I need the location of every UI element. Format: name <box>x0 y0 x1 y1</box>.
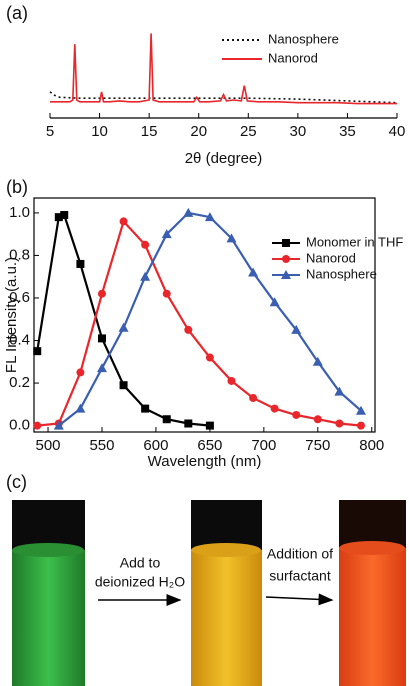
marker <box>96 363 107 373</box>
series-line <box>36 213 211 427</box>
step-text: surfactant <box>269 568 331 584</box>
x-tick-label: 800 <box>359 437 384 454</box>
marker <box>204 212 215 222</box>
marker <box>355 405 366 415</box>
x-tick-label: 40 <box>389 123 406 140</box>
y-tick-label: 1.0 <box>9 204 30 221</box>
marker <box>53 420 64 430</box>
marker <box>291 324 302 334</box>
marker <box>76 368 85 377</box>
marker <box>226 233 237 243</box>
marker <box>141 240 150 249</box>
y-axis-label: FL Intensity (a.u.) <box>3 257 20 373</box>
marker <box>184 325 193 334</box>
marker <box>118 322 129 332</box>
step-text: deionized H₂O <box>95 574 185 590</box>
x-axis-label: 2θ (degree) <box>185 150 263 167</box>
marker <box>141 404 150 413</box>
x-tick-label: 10 <box>91 123 108 140</box>
legend-label: Monomer in THF <box>306 234 403 249</box>
x-tick-label: 35 <box>339 123 356 140</box>
marker <box>119 381 128 390</box>
marker <box>60 211 69 220</box>
legend-label: Nanosphere <box>306 266 377 281</box>
marker <box>33 421 42 430</box>
marker <box>227 376 236 385</box>
y-tick-label: 0.0 <box>9 417 30 434</box>
marker <box>97 334 106 343</box>
x-tick-label: 5 <box>46 123 54 140</box>
marker <box>205 421 214 430</box>
series-line <box>37 219 362 427</box>
marker <box>76 259 85 268</box>
x-tick-label: 30 <box>290 123 307 140</box>
marker <box>281 270 291 279</box>
step-text: Addition of <box>267 546 333 562</box>
panel-label: (b) <box>6 177 28 197</box>
legend-label: Nanosphere <box>268 31 339 46</box>
marker <box>292 410 301 419</box>
marker <box>33 347 42 356</box>
x-tick-label: 25 <box>240 123 257 140</box>
panel-label: (c) <box>6 472 27 492</box>
y-tick-label: 0.6 <box>9 289 30 306</box>
marker <box>162 289 171 298</box>
marker <box>184 419 193 428</box>
marker <box>334 386 345 396</box>
marker <box>54 213 63 222</box>
series-line <box>50 33 397 105</box>
marker <box>97 289 106 298</box>
legend-label: Nanorod <box>306 250 356 265</box>
x-tick-label: 600 <box>143 437 168 454</box>
marker <box>75 403 86 413</box>
marker <box>183 207 194 217</box>
marker <box>119 217 128 226</box>
x-tick-label: 550 <box>89 437 114 454</box>
marker <box>282 239 290 247</box>
x-tick-label: 500 <box>36 437 61 454</box>
marker <box>335 419 344 428</box>
vial-orange <box>339 500 406 686</box>
marker <box>313 415 322 424</box>
legend-label: Nanorod <box>268 50 318 65</box>
marker <box>248 267 259 277</box>
x-tick-label: 650 <box>197 437 222 454</box>
marker <box>205 353 214 362</box>
vial-yellow <box>191 500 262 686</box>
y-tick-label: 0.8 <box>9 246 30 263</box>
marker <box>140 271 151 281</box>
x-tick-label: 750 <box>305 437 330 454</box>
plot-frame <box>33 197 376 433</box>
marker <box>356 421 365 430</box>
x-tick-label: 20 <box>190 123 207 140</box>
marker <box>312 356 323 366</box>
marker <box>282 255 290 263</box>
marker <box>161 229 172 239</box>
panel-label: (a) <box>6 3 28 23</box>
x-tick-label: 700 <box>251 437 276 454</box>
vial-green <box>12 500 85 686</box>
x-tick-label: 15 <box>141 123 158 140</box>
marker <box>249 393 258 402</box>
step-text: Add to <box>120 555 161 571</box>
y-tick-label: 0.2 <box>9 374 30 391</box>
marker <box>269 297 280 307</box>
arrow <box>265 593 334 606</box>
y-tick-label: 0.4 <box>9 331 30 348</box>
x-axis-label: Wavelength (nm) <box>148 453 262 470</box>
marker <box>270 404 279 413</box>
marker <box>162 415 171 424</box>
